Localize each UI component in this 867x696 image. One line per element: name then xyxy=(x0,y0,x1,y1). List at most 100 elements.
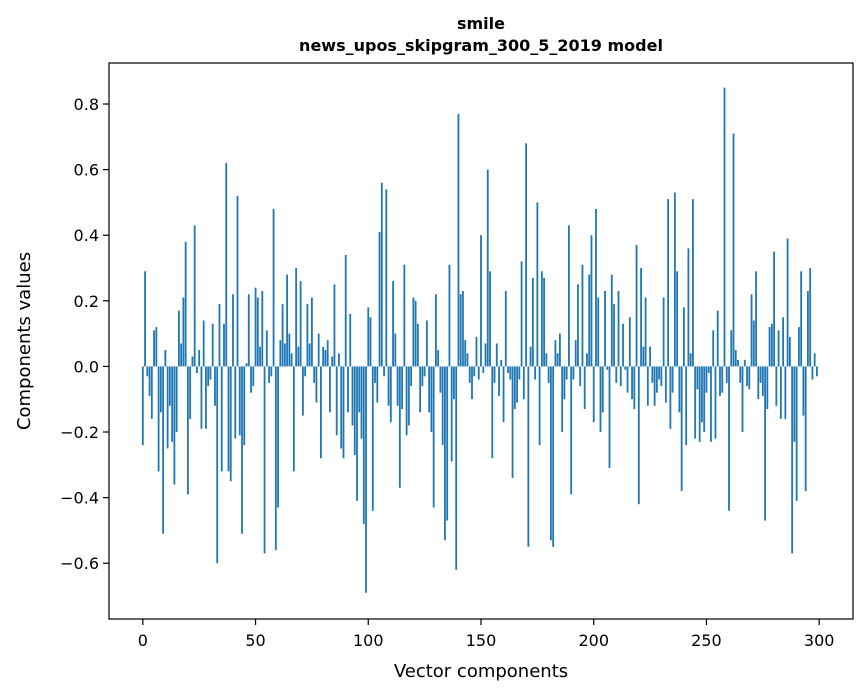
bar-component-57 xyxy=(270,366,273,377)
bar-component-225 xyxy=(649,346,651,367)
bar-component-16 xyxy=(177,310,180,367)
bar-component-78 xyxy=(317,333,320,367)
bar-component-35 xyxy=(220,366,223,472)
bar-component-67 xyxy=(292,366,295,472)
bar-component-58 xyxy=(272,208,275,367)
bar-component-150 xyxy=(480,235,482,367)
bar-component-1 xyxy=(144,271,146,367)
bar-component-184 xyxy=(556,353,559,367)
bar-component-248 xyxy=(701,366,703,423)
bar-component-189 xyxy=(568,225,570,367)
bar-component-173 xyxy=(531,277,534,367)
bar-component-164 xyxy=(511,366,514,478)
bar-component-69 xyxy=(297,346,300,367)
bar-component-294 xyxy=(804,366,807,492)
bar-component-276 xyxy=(764,366,766,521)
x-axis-label: Vector components xyxy=(394,661,568,682)
bar-component-259 xyxy=(725,366,728,383)
bar-component-170 xyxy=(525,143,527,367)
bar-component-179 xyxy=(545,353,548,367)
bar-component-147 xyxy=(473,366,476,377)
bar-component-43 xyxy=(238,366,241,436)
bar-component-97 xyxy=(360,366,363,439)
bar-component-53 xyxy=(261,290,264,367)
bar-component-278 xyxy=(768,327,771,367)
bar-component-130 xyxy=(435,294,437,367)
bar-component-228 xyxy=(655,366,658,393)
bar-component-165 xyxy=(513,366,516,410)
y-tick-label: −0.4 xyxy=(60,489,99,508)
bar-component-131 xyxy=(437,350,440,367)
bar-component-112 xyxy=(394,333,397,367)
bar-component-31 xyxy=(211,323,214,367)
bar-component-88 xyxy=(340,366,343,449)
bar-component-199 xyxy=(590,235,593,367)
bar-component-9 xyxy=(162,366,165,534)
bar-component-186 xyxy=(561,366,564,433)
bar-component-146 xyxy=(471,366,473,400)
bar-component-296 xyxy=(809,268,812,367)
bar-component-19 xyxy=(184,241,187,367)
bar-component-46 xyxy=(245,363,248,367)
bar-component-39 xyxy=(229,366,232,482)
bar-component-24 xyxy=(196,366,198,373)
bar-component-174 xyxy=(534,366,537,380)
bar-component-26 xyxy=(200,366,203,429)
bar-component-229 xyxy=(658,366,661,380)
bar-component-250 xyxy=(705,366,708,393)
bar-component-272 xyxy=(755,271,757,367)
bar-component-48 xyxy=(250,366,252,393)
bar-component-121 xyxy=(414,300,417,367)
bar-component-42 xyxy=(236,195,239,367)
bar-component-10 xyxy=(164,350,167,367)
bar-component-158 xyxy=(498,366,500,396)
bar-component-62 xyxy=(281,304,284,367)
x-tick-label: 50 xyxy=(245,631,265,650)
bar-component-159 xyxy=(500,359,503,367)
bar-component-4 xyxy=(150,366,153,419)
bar-component-208 xyxy=(610,274,613,367)
chart-subtitle: news_upos_skipgram_300_5_2019 model xyxy=(299,36,663,55)
bar-component-63 xyxy=(283,343,286,367)
bar-component-6 xyxy=(155,327,158,367)
bar-component-148 xyxy=(475,336,478,367)
bar-component-129 xyxy=(432,366,435,508)
x-tick-label: 0 xyxy=(138,631,148,650)
bar-component-239 xyxy=(680,366,683,492)
bar-series xyxy=(141,87,818,593)
bar-component-71 xyxy=(301,366,304,416)
bar-component-15 xyxy=(175,366,178,433)
bar-component-93 xyxy=(351,366,354,426)
bar-component-153 xyxy=(486,169,489,367)
y-axis-label: Components values xyxy=(14,252,35,430)
bar-component-206 xyxy=(606,366,609,370)
bar-component-160 xyxy=(502,366,505,423)
bar-component-283 xyxy=(779,366,782,419)
bar-component-287 xyxy=(788,336,791,367)
bar-component-45 xyxy=(243,366,246,446)
bar-component-240 xyxy=(683,307,685,367)
bar-component-258 xyxy=(723,87,726,367)
bar-component-120 xyxy=(412,297,415,367)
bar-component-154 xyxy=(489,271,491,367)
bar-component-211 xyxy=(617,290,620,367)
bar-component-273 xyxy=(757,366,760,400)
bar-component-252 xyxy=(710,366,712,442)
bar-component-162 xyxy=(507,366,509,373)
bar-component-275 xyxy=(761,366,764,396)
bar-component-230 xyxy=(660,366,663,387)
bar-component-79 xyxy=(320,366,322,459)
y-tick-label: 0.0 xyxy=(74,357,99,376)
bar-component-224 xyxy=(646,366,649,406)
bar-component-215 xyxy=(626,366,629,393)
bar-component-236 xyxy=(673,192,676,367)
bar-component-190 xyxy=(570,366,573,495)
bar-component-137 xyxy=(450,366,453,462)
bar-component-75 xyxy=(311,297,313,367)
bar-component-3 xyxy=(148,366,151,396)
bar-component-51 xyxy=(256,297,259,367)
bar-component-14 xyxy=(173,366,176,485)
bar-component-95 xyxy=(356,366,358,501)
bar-component-263 xyxy=(734,350,737,367)
